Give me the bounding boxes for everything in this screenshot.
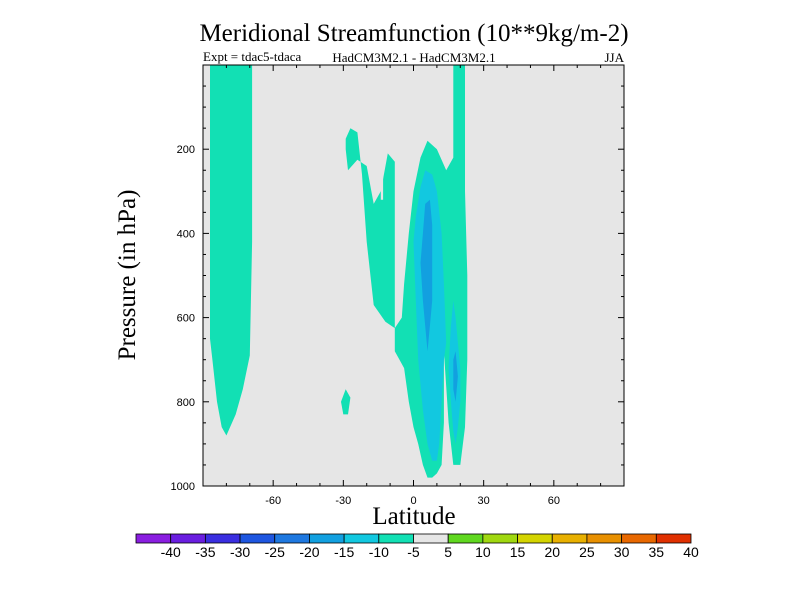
- colorbar-label: 25: [579, 544, 595, 560]
- x-tick-label: 60: [548, 495, 560, 507]
- x-tick-label: -30: [335, 495, 351, 507]
- axis-tick-labels: -60 -30 0 30 60 200 400 600 800 1000: [171, 144, 560, 507]
- colorbar-swatch: [343, 533, 380, 544]
- colorbar: [135, 533, 692, 544]
- model-label: HadCM3M2.1 - HadCM3M2.1: [332, 50, 495, 65]
- y-tick-label: 200: [177, 144, 195, 156]
- region-pos-low: [380, 389, 388, 419]
- x-axis-label: Latitude: [372, 503, 455, 530]
- colorbar-label: -20: [299, 544, 319, 560]
- colorbar-swatch: [135, 533, 172, 544]
- x-tick-label: 30: [478, 495, 490, 507]
- region-band-west: [210, 65, 253, 436]
- y-tick-label: 600: [177, 313, 195, 325]
- region-pos-mid: [380, 174, 384, 200]
- colorbar-label: -5: [407, 544, 420, 560]
- colorbar-label: -15: [334, 544, 354, 560]
- colorbar-label: 40: [683, 544, 699, 560]
- season-label: JJA: [604, 50, 624, 65]
- colorbar-label: 30: [614, 544, 630, 560]
- colorbar-label: -30: [230, 544, 250, 560]
- colorbar-swatch: [621, 533, 657, 544]
- colorbar-swatch: [413, 533, 449, 544]
- colorbar-swatch: [239, 533, 276, 544]
- x-tick-label: -60: [265, 495, 281, 507]
- colorbar-label: 15: [510, 544, 526, 560]
- colorbar-label: 5: [444, 544, 452, 560]
- x-tick-label: 0: [410, 495, 416, 507]
- region-east-deep: [453, 351, 458, 402]
- colorbar-label: -40: [161, 544, 181, 560]
- y-tick-label: 1000: [171, 481, 195, 493]
- colorbar-swatch: [170, 533, 206, 544]
- y-axis-label: Pressure (in hPa): [114, 190, 141, 361]
- colorbar-swatch: [274, 533, 310, 544]
- expt-label: Expt = tdac5-tdaca: [203, 49, 302, 64]
- colorbar-swatch: [309, 533, 345, 544]
- axis-ticks: [203, 65, 624, 487]
- colorbar-swatch: [204, 533, 241, 544]
- region-core-deep: [420, 199, 433, 352]
- colorbar-label: -25: [265, 544, 285, 560]
- region-south-blob: [345, 128, 395, 329]
- colorbar-swatch: [447, 533, 484, 544]
- colorbar-swatch: [551, 533, 588, 544]
- region-small-south: [341, 389, 351, 415]
- y-tick-label: 400: [177, 228, 195, 240]
- colorbar-swatch: [517, 533, 553, 544]
- y-tick-label: 800: [177, 397, 195, 409]
- contour-regions: [210, 65, 484, 478]
- colorbar-label: -10: [369, 544, 389, 560]
- colorbar-swatch: [586, 533, 623, 544]
- chart-title: Meridional Streamfunction (10**9kg/m-2): [199, 20, 628, 47]
- colorbar-labels: -40 -35 -30 -25 -20 -15 -10 -5 5 10 15 20 25 30 35 40: [161, 544, 699, 560]
- colorbar-label: 20: [544, 544, 560, 560]
- region-pos-top: [380, 65, 388, 120]
- colorbar-swatch: [655, 533, 692, 544]
- colorbar-label: 35: [649, 544, 665, 560]
- colorbar-swatch: [482, 533, 518, 544]
- colorbar-label: -35: [195, 544, 215, 560]
- region-pos-east: [474, 182, 484, 301]
- colorbar-swatch: [378, 533, 414, 544]
- colorbar-label: 10: [475, 544, 491, 560]
